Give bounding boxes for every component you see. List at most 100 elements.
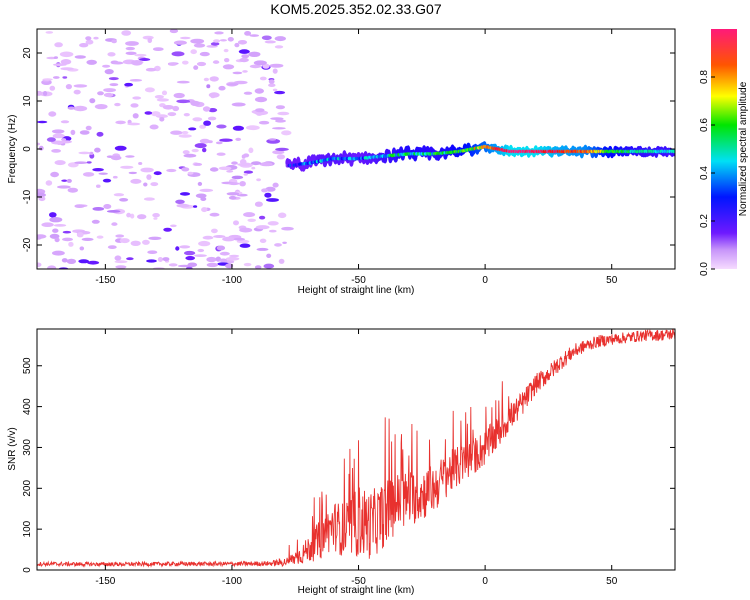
noise-cell — [208, 108, 218, 113]
noise-cell — [103, 88, 116, 93]
noise-cell — [219, 258, 228, 263]
noise-cell — [52, 228, 59, 233]
noise-cell — [191, 148, 199, 153]
noise-cell — [251, 161, 262, 166]
noise-cell — [124, 82, 133, 87]
noise-cell — [232, 71, 243, 75]
noise-cell — [243, 212, 256, 218]
noise-cell — [41, 222, 54, 227]
noise-cell — [51, 149, 61, 153]
noise-cell — [49, 212, 57, 218]
noise-cell — [114, 145, 127, 151]
noise-cell — [175, 246, 180, 251]
noise-cell — [199, 138, 211, 144]
noise-cell — [130, 240, 141, 246]
noise-cell — [213, 39, 221, 43]
noise-cell — [146, 174, 152, 180]
noise-cell — [48, 111, 57, 117]
noise-cell — [47, 265, 57, 269]
spectrogram-y-axis: -20 -10 0 10 20 — [22, 47, 675, 252]
noise-cell — [256, 247, 269, 251]
noise-cell — [119, 238, 130, 244]
noise-cell — [78, 259, 90, 264]
noise-cell — [198, 240, 211, 247]
x-tick-label: 50 — [606, 275, 618, 286]
noise-cell — [187, 262, 198, 268]
noise-cell — [108, 77, 119, 81]
noise-cell — [241, 54, 250, 59]
noise-cell — [45, 180, 53, 186]
noise-cell — [239, 243, 251, 248]
noise-cell — [38, 145, 44, 151]
noise-cell — [37, 142, 40, 146]
noise-cell — [192, 117, 203, 122]
colorbar-tick-label: 0.2 — [699, 214, 710, 228]
noise-cell — [242, 70, 248, 73]
noise-cell — [114, 260, 128, 264]
noise-cell — [87, 260, 100, 265]
noise-cell — [214, 31, 224, 35]
noise-cell — [96, 235, 104, 239]
noise-cell — [154, 95, 164, 99]
noise-cell — [183, 153, 197, 158]
noise-cell — [37, 120, 48, 124]
noise-cell — [226, 83, 239, 86]
noise-cell — [175, 199, 185, 204]
noise-cell — [125, 46, 135, 51]
noise-cell — [269, 63, 284, 68]
noise-cell — [138, 162, 143, 165]
noise-cell — [121, 30, 132, 36]
noise-cell — [37, 192, 46, 198]
noise-cell — [130, 103, 139, 108]
x-tick-label: -100 — [222, 275, 242, 286]
noise-cell — [110, 155, 122, 161]
noise-cell — [253, 60, 267, 66]
snr-y-label: SNR (v/v) — [7, 427, 18, 470]
noise-cell — [197, 248, 205, 253]
noise-cell — [232, 125, 244, 131]
noise-cell — [53, 224, 67, 227]
noise-cell — [156, 98, 169, 102]
y-tick-label: -10 — [22, 189, 33, 204]
noise-cell — [246, 125, 260, 131]
y-tick-label: 400 — [22, 398, 33, 415]
noise-cell — [184, 250, 196, 256]
noise-cell — [114, 255, 122, 261]
noise-cell — [233, 220, 239, 226]
noise-cell — [52, 133, 65, 139]
noise-cell — [207, 116, 217, 121]
noise-cell — [93, 36, 99, 40]
noise-cell — [86, 161, 92, 164]
noise-cell — [37, 90, 43, 96]
noise-cell — [54, 160, 66, 166]
noise-cell — [225, 263, 234, 269]
noise-cell — [213, 235, 226, 238]
noise-cell — [206, 262, 219, 268]
noise-cell — [259, 76, 267, 81]
noise-cell — [98, 172, 108, 175]
noise-cell — [254, 88, 264, 94]
noise-cell — [209, 167, 219, 172]
noise-cell — [128, 171, 137, 175]
noise-cell — [79, 43, 89, 48]
noise-cell — [225, 256, 240, 261]
noise-cell — [231, 175, 244, 180]
noise-cell — [49, 217, 63, 223]
noise-cell — [171, 51, 185, 57]
noise-cell — [264, 192, 272, 198]
noise-cell — [45, 31, 54, 34]
noise-cell — [173, 92, 185, 99]
noise-cell — [68, 241, 74, 247]
noise-cell — [157, 257, 163, 262]
noise-cell — [239, 181, 246, 187]
noise-cell — [147, 37, 153, 43]
noise-cell — [243, 91, 253, 95]
noise-cell — [183, 113, 190, 117]
colorbar-axis: 0.0 0.2 0.4 0.6 0.8 — [699, 70, 715, 276]
noise-cell — [86, 59, 97, 65]
noise-cell — [275, 119, 286, 123]
noise-cell — [178, 134, 192, 138]
noise-cell — [206, 84, 211, 89]
noise-cell — [261, 35, 272, 41]
noise-cell — [216, 152, 226, 156]
